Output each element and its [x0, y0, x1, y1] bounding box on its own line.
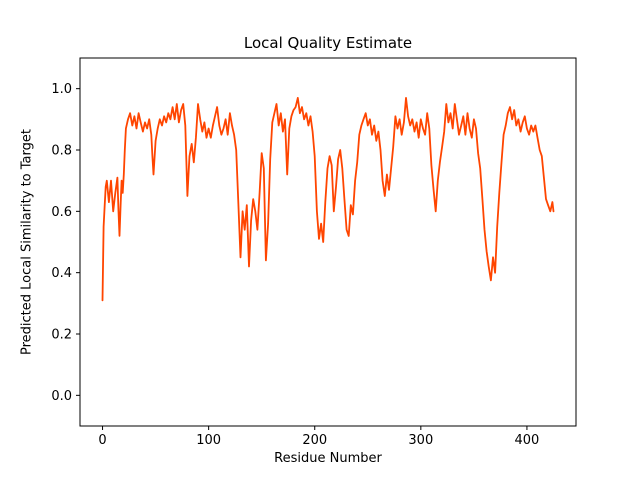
chart-title: Local Quality Estimate [243, 34, 413, 52]
y-tick-label: 0.8 [51, 144, 72, 159]
x-tick-label: 300 [408, 433, 433, 448]
y-axis-label: Predicted Local Similarity to Target [19, 129, 35, 355]
x-tick-label: 0 [98, 433, 106, 448]
y-tick-label: 0.4 [51, 266, 72, 281]
y-tick-label: 0.6 [51, 205, 72, 220]
x-tick-label: 200 [302, 433, 327, 448]
x-tick-label: 400 [515, 433, 540, 448]
x-axis-label: Residue Number [274, 451, 382, 466]
y-tick-label: 0.0 [51, 389, 72, 404]
y-tick-label: 0.2 [51, 328, 72, 343]
y-tick-label: 1.0 [51, 82, 72, 97]
quality-line [101, 97, 555, 302]
x-tick-label: 100 [196, 433, 221, 448]
axes-frame [79, 57, 577, 427]
